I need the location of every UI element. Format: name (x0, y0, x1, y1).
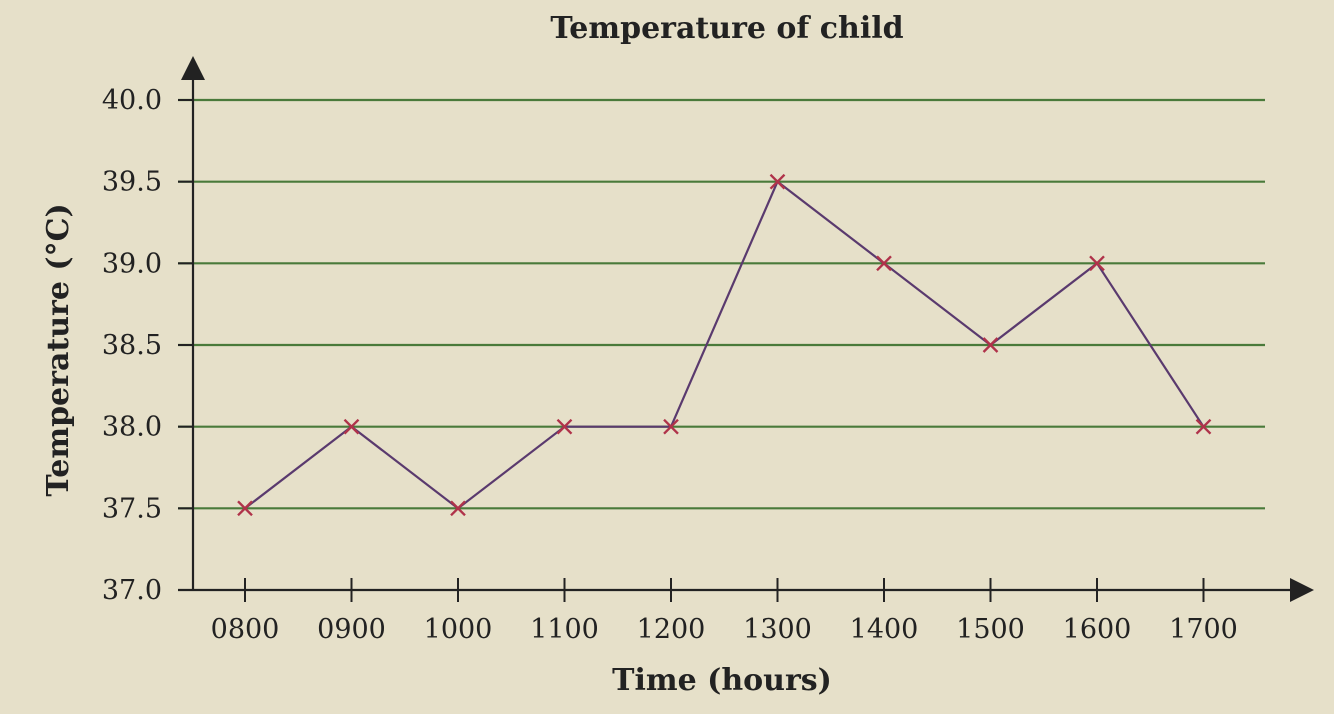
data-point-3 (556, 418, 573, 435)
y-tick-label-6: 40.0 (102, 85, 162, 116)
x-tick-label-1: 0900 (317, 614, 386, 645)
marker-stroke (556, 418, 573, 435)
data-point-5 (769, 173, 786, 190)
x-tick-label-9: 1700 (1169, 614, 1238, 645)
marker-stroke (876, 255, 892, 272)
x-axis-ticks: 0800 0900 1000 1100 1200 1300 1400 1500 1600 1700 (211, 578, 1238, 645)
y-axis-arrow (181, 56, 205, 80)
marker-stroke (982, 337, 999, 353)
marker-stroke (1195, 418, 1212, 435)
series-group (237, 173, 1212, 517)
axes (178, 56, 1314, 602)
data-point-2 (450, 500, 466, 517)
x-tick-label-7: 1500 (956, 614, 1025, 645)
data-point-9 (1195, 418, 1212, 435)
x-tick-label-2: 1000 (424, 614, 493, 645)
x-tick-label-4: 1200 (637, 614, 706, 645)
x-tick-label-3: 1100 (530, 614, 599, 645)
series-line-0 (244, 179, 1205, 510)
data-point-1 (343, 418, 360, 435)
marker-stroke (343, 418, 360, 435)
marker-stroke (450, 500, 466, 517)
chart-title: Temperature of child (550, 11, 903, 46)
x-tick-label-8: 1600 (1063, 614, 1132, 645)
y-tick-label-4: 39.0 (102, 248, 162, 279)
y-axis-label: Temperature (°C) (41, 203, 76, 496)
x-axis-arrow (1290, 578, 1314, 602)
data-point-7 (982, 337, 999, 353)
y-tick-label-0: 37.0 (102, 575, 162, 606)
y-tick-label-2: 38.0 (102, 412, 162, 443)
y-axis-ticks: 37.0 37.5 38.0 38.5 39.0 39.5 40.0 (102, 85, 193, 606)
y-tick-label-5: 39.5 (102, 167, 162, 198)
y-tick-label-1: 37.5 (102, 493, 162, 524)
x-tick-label-6: 1400 (850, 614, 919, 645)
x-axis-label: Time (hours) (612, 663, 832, 698)
marker-stroke (237, 500, 253, 517)
data-point-6 (876, 255, 892, 272)
gridlines (178, 98, 1265, 510)
marker-stroke (769, 173, 786, 190)
x-tick-label-5: 1300 (743, 614, 812, 645)
data-point-8 (1089, 255, 1105, 272)
x-tick-label-0: 0800 (211, 614, 280, 645)
marker-stroke (1089, 255, 1105, 272)
data-point-0 (237, 500, 253, 517)
marker-stroke (663, 418, 679, 435)
y-tick-label-3: 38.5 (102, 330, 162, 361)
data-point-4 (663, 418, 679, 435)
